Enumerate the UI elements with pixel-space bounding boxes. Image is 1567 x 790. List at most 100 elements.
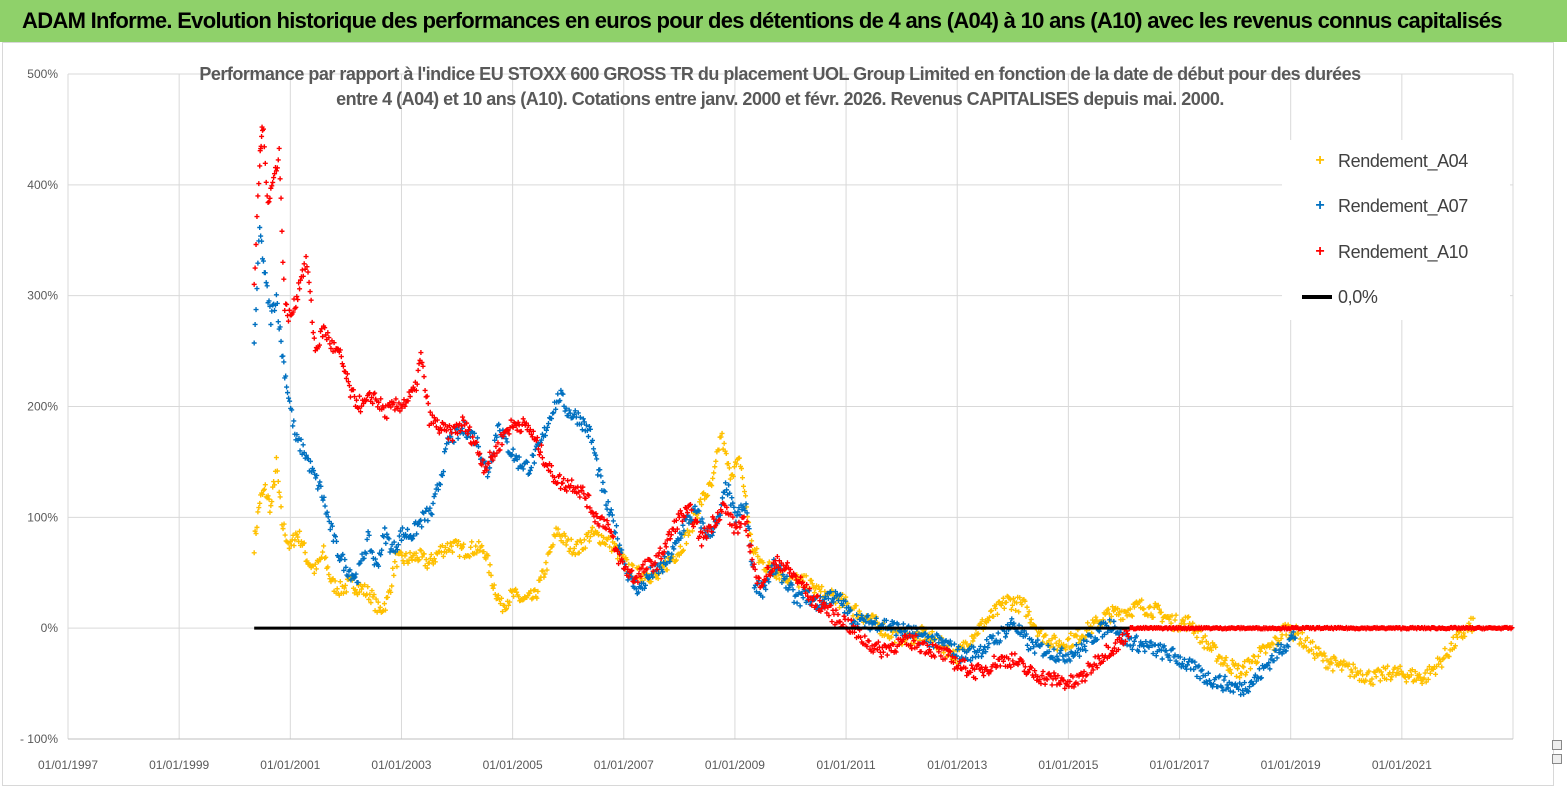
data-point	[1136, 649, 1142, 655]
resize-handle-top[interactable]	[1552, 740, 1562, 750]
data-point	[723, 451, 729, 457]
data-point	[589, 525, 595, 531]
data-point	[282, 307, 288, 313]
resize-handle[interactable]	[1551, 740, 1563, 780]
data-point	[1145, 613, 1151, 619]
data-point	[1453, 632, 1459, 638]
data-point	[1141, 606, 1147, 612]
legend-label-a04: Rendement_A04	[1338, 150, 1468, 171]
data-point	[436, 430, 442, 436]
y-tick-label: 100%	[27, 510, 58, 524]
data-point	[986, 641, 992, 647]
data-point	[1221, 660, 1227, 666]
data-point	[773, 575, 779, 581]
data-point	[717, 512, 723, 518]
data-point	[486, 570, 492, 576]
legend-item-a10[interactable]: + Rendement_A10	[1302, 239, 1468, 265]
data-point	[440, 469, 446, 475]
data-point	[1120, 616, 1126, 622]
data-point	[355, 592, 361, 598]
data-point	[467, 424, 473, 430]
data-point	[679, 531, 685, 537]
data-point	[1398, 668, 1404, 674]
data-point	[419, 554, 425, 560]
data-point	[769, 563, 775, 569]
legend-item-a04[interactable]: + Rendement_A04	[1302, 148, 1468, 174]
data-point	[1339, 667, 1345, 673]
data-point	[328, 345, 334, 351]
data-point	[254, 524, 260, 530]
data-point	[766, 559, 772, 565]
data-point	[407, 550, 413, 556]
legend-label-a07: Rendement_A07	[1338, 195, 1468, 216]
y-tick-label: 300%	[27, 289, 58, 303]
data-point	[955, 647, 961, 653]
data-point	[416, 557, 422, 563]
data-point	[1111, 618, 1117, 624]
data-point	[666, 529, 672, 535]
data-point	[686, 529, 692, 535]
data-point	[346, 383, 352, 389]
data-point	[493, 443, 499, 449]
data-point	[1338, 659, 1344, 665]
data-point	[822, 594, 828, 600]
data-point	[1094, 636, 1100, 642]
data-point	[1352, 665, 1358, 671]
data-point	[300, 541, 306, 547]
data-point	[585, 433, 591, 439]
data-point	[423, 508, 429, 514]
data-point	[543, 560, 549, 566]
data-point	[1355, 671, 1361, 677]
data-point	[661, 549, 667, 555]
data-point	[705, 492, 711, 498]
data-point	[530, 452, 536, 458]
data-point	[1074, 650, 1080, 656]
data-point	[710, 475, 716, 481]
data-point	[490, 585, 496, 591]
data-point	[749, 538, 755, 544]
data-point	[477, 450, 483, 456]
legend-item-zero[interactable]: 0,0%	[1302, 284, 1378, 310]
data-point	[397, 528, 403, 534]
data-point	[458, 428, 464, 434]
data-point	[560, 540, 566, 546]
data-point	[413, 550, 419, 556]
data-point	[1115, 647, 1121, 653]
legend-item-a07[interactable]: + Rendement_A07	[1302, 193, 1468, 219]
chart-legend[interactable]: + Rendement_A04 + Rendement_A07 + Rendem…	[1282, 140, 1510, 320]
data-point	[318, 328, 324, 334]
data-point	[1050, 655, 1056, 661]
data-point	[1329, 660, 1335, 666]
data-point	[320, 334, 326, 340]
data-point	[1180, 618, 1186, 624]
data-point	[1177, 654, 1183, 660]
data-point	[978, 621, 984, 627]
data-point	[1222, 657, 1228, 663]
data-point	[488, 572, 494, 578]
data-point	[471, 430, 477, 436]
data-point	[359, 586, 365, 592]
data-point	[1100, 658, 1106, 664]
data-point	[1029, 637, 1035, 643]
data-point	[681, 514, 687, 520]
data-point	[280, 526, 286, 532]
data-point	[957, 658, 963, 664]
data-point	[542, 433, 548, 439]
data-point	[652, 560, 658, 566]
data-point	[266, 298, 272, 304]
data-point	[889, 634, 895, 640]
data-point	[655, 553, 661, 559]
data-point	[1035, 637, 1041, 643]
data-point	[1039, 672, 1045, 678]
data-point	[805, 593, 811, 599]
legend-marker-a04: +	[1315, 152, 1325, 169]
data-point	[1366, 668, 1372, 674]
data-point	[878, 654, 884, 660]
data-point	[322, 503, 328, 509]
data-point	[342, 557, 348, 563]
data-point	[605, 521, 611, 527]
data-point	[727, 490, 733, 496]
data-point	[664, 567, 670, 573]
resize-handle-bottom[interactable]	[1552, 754, 1562, 764]
data-point	[1417, 674, 1423, 680]
